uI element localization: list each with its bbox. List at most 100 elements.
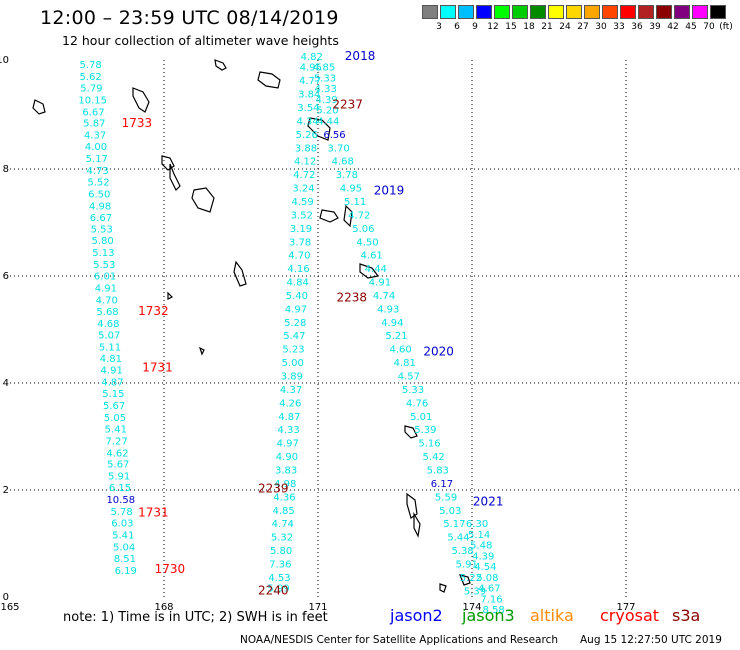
x-tick-label: 165	[0, 602, 19, 613]
wave-height-value: 5.52	[87, 178, 109, 189]
colorbar-swatch	[656, 5, 672, 19]
wave-height-value: 10.58	[106, 495, 135, 506]
wave-height-value: 4.36	[273, 492, 295, 503]
wave-height-value: 5.38	[451, 546, 473, 557]
time-label: 2238	[337, 291, 368, 305]
wave-height-value: 4.50	[356, 237, 378, 248]
wave-height-value: 5.44	[447, 533, 469, 544]
wave-height-value: 4.67	[478, 584, 500, 595]
time-label: 2237	[332, 97, 363, 111]
wave-height-value: 5.48	[470, 541, 492, 552]
colorbar-label: 18	[523, 22, 535, 32]
map-subtitle: 12 hour collection of altimeter wave hei…	[62, 33, 339, 48]
wave-height-value: 4.74	[272, 519, 294, 530]
wave-height-value: 4.68	[332, 157, 354, 168]
wave-height-value: 6.67	[82, 107, 104, 118]
island-outline	[191, 187, 215, 213]
colorbar-swatch	[548, 5, 564, 19]
island-outline	[319, 209, 339, 223]
colorbar-label: 21	[541, 22, 553, 32]
colorbar-label: 33	[613, 22, 625, 32]
time-label: 2021	[473, 495, 504, 509]
wave-height-value: 4.74	[373, 291, 395, 302]
map-title: 12:00 – 23:59 UTC 08/14/2019	[40, 7, 339, 29]
wave-height-value: 3.24	[292, 184, 314, 195]
wave-height-value: 5.99	[268, 584, 290, 595]
wave-height-value: 4.91	[95, 283, 117, 294]
wave-height-value: 4.59	[292, 197, 314, 208]
wave-height-value: 5.01	[410, 412, 432, 423]
time-label: 2018	[345, 49, 376, 63]
wave-height-value: 4.87	[101, 377, 123, 388]
wave-height-value: 3.54	[297, 103, 319, 114]
wave-height-value: 6.15	[109, 483, 131, 494]
colorbar-swatch	[674, 5, 690, 19]
island-outline	[307, 117, 331, 141]
wave-height-value: 4.62	[106, 448, 128, 459]
wave-height-value: 3.19	[290, 224, 312, 235]
colorbar-swatch	[512, 5, 528, 19]
wave-height-value: 5.08	[476, 573, 498, 584]
wave-height-value: 4.54	[474, 562, 496, 573]
wave-height-value: 5.20	[316, 106, 338, 117]
wave-height-value: 6.19	[115, 566, 137, 577]
wave-height-value: 5.26	[296, 130, 318, 141]
footer-note: note: 1) Time is in UTC; 2) SWH is in fe…	[63, 610, 328, 625]
wave-height-value: 6.56	[323, 130, 345, 141]
y-tick-label: 4	[3, 378, 9, 389]
wave-height-value: 4.85	[313, 63, 335, 74]
colorbar-label: 15	[505, 22, 517, 32]
wave-height-value: 3.70	[327, 143, 349, 154]
time-label: 1731	[142, 360, 173, 374]
wave-height-value: 5.33	[402, 385, 424, 396]
track-track-3b: 6.305.145.484.394.545.084.677.168.58	[466, 519, 505, 616]
wave-height-value: 6.67	[90, 213, 112, 224]
wave-height-value: 5.11	[344, 197, 366, 208]
x-tick-label: 174	[462, 602, 481, 613]
wave-height-value: 5.17	[443, 519, 465, 530]
wave-height-value: 5.78	[110, 507, 132, 518]
wave-height-value: 6.17	[431, 479, 453, 490]
wave-height-value: 4.91	[101, 366, 123, 377]
wave-height-value: 7.36	[269, 559, 291, 570]
wave-height-value: 5.87	[83, 119, 105, 130]
legend-jason2: jason2	[390, 606, 443, 625]
wave-height-value: 4.81	[394, 358, 416, 369]
wave-height-value: 5.68	[96, 307, 118, 318]
wave-height-value: 4.39	[472, 551, 494, 562]
wave-height-value: 5.59	[435, 492, 457, 503]
wave-height-value: 5.42	[423, 452, 445, 463]
wave-height-value: 5.40	[286, 291, 308, 302]
island-outline	[169, 163, 181, 192]
colorbar-swatch	[602, 5, 618, 19]
island-outline	[439, 583, 447, 593]
colorbar-label: 42	[667, 22, 679, 32]
wave-height-value: 3.89	[281, 372, 303, 383]
wave-height-value: 5.03	[439, 506, 461, 517]
wave-height-value: 5.00	[282, 358, 304, 369]
colorbar-swatch	[584, 5, 600, 19]
island-outline	[406, 492, 418, 519]
wave-height-value: 6.01	[94, 272, 116, 283]
wave-height-value: 4.91	[369, 278, 391, 289]
wave-height-value: 5.11	[99, 343, 121, 354]
wave-height-value: 5.53	[91, 224, 113, 235]
time-label: 2240	[258, 583, 289, 597]
time-label: 2239	[258, 481, 289, 495]
wave-height-value: 5.06	[352, 224, 374, 235]
legend-s3a: s3a	[672, 606, 701, 625]
wave-height-value: 5.53	[93, 260, 115, 271]
island-outline	[233, 260, 247, 287]
y-tick-label: 2	[3, 485, 9, 496]
wave-height-value: 6.03	[111, 519, 133, 530]
wave-height-value: 4.87	[278, 412, 300, 423]
wave-height-value: 5.39	[414, 425, 436, 436]
islands	[32, 59, 471, 593]
wave-height-value: 5.28	[284, 318, 306, 329]
wave-height-value: 5.32	[271, 533, 293, 544]
wave-height-value: 5.41	[105, 425, 127, 436]
colorbar-swatch	[422, 5, 438, 19]
wave-height-value: 4.72	[348, 210, 370, 221]
wave-height-value: 4.26	[279, 398, 301, 409]
time-label: 1731	[138, 505, 169, 519]
